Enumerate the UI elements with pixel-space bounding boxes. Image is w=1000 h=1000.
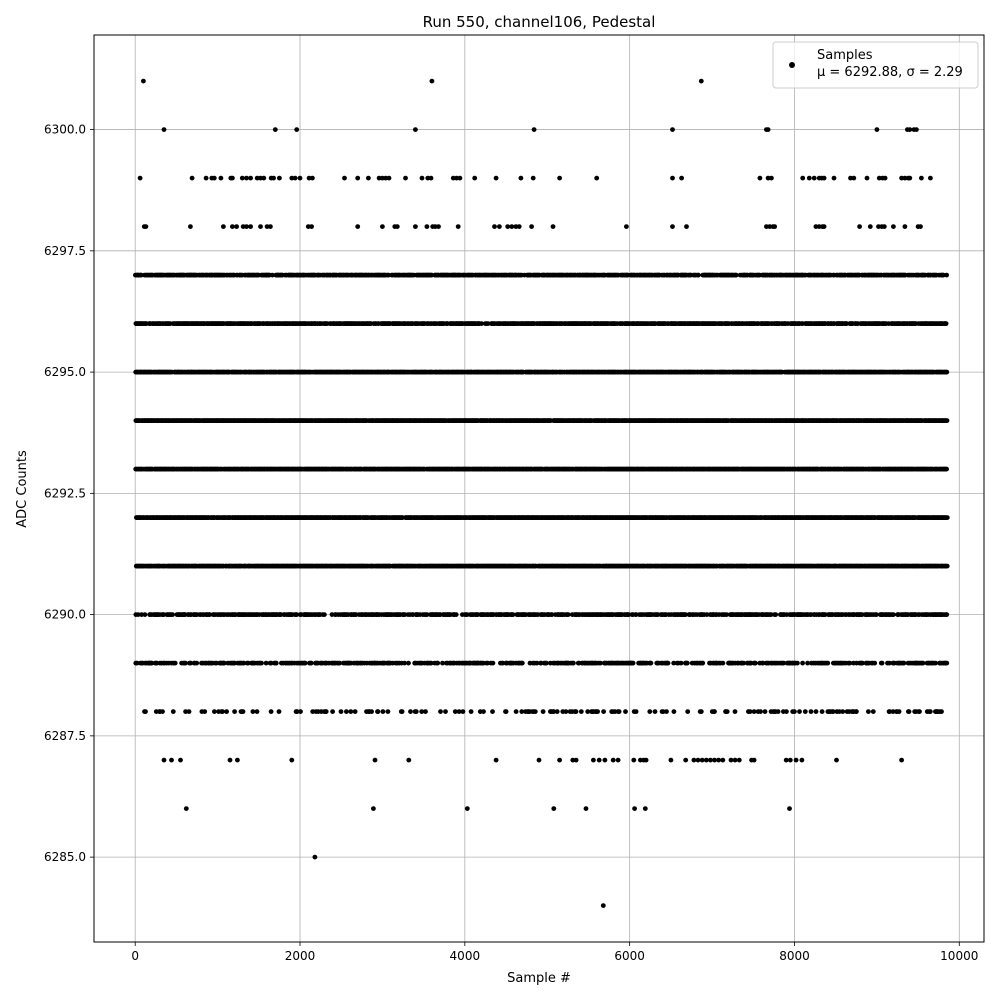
- chart-title: Run 550, channel106, Pedestal: [423, 13, 656, 31]
- data-point: [944, 418, 950, 423]
- data-point: [940, 272, 946, 278]
- data-point: [944, 272, 949, 278]
- data-point: [270, 272, 275, 278]
- data-point: [944, 369, 950, 375]
- data-point: [386, 272, 391, 278]
- data-points: [133, 78, 950, 908]
- data-point: [943, 321, 949, 326]
- data-point: [944, 466, 949, 472]
- data-point: [479, 321, 484, 326]
- data-point: [695, 272, 701, 278]
- data-point: [733, 272, 739, 278]
- data-point: [844, 321, 849, 326]
- data-point: [485, 321, 491, 326]
